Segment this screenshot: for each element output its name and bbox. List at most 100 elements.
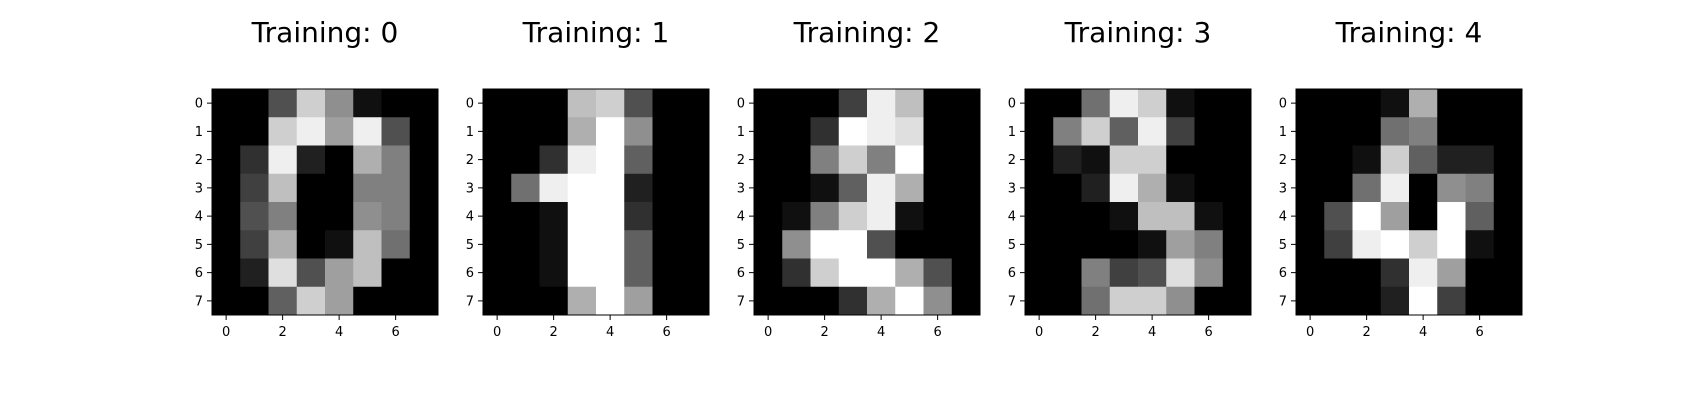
pixel-cell [1296,173,1325,203]
pixel-cell [1409,258,1438,288]
pixel-cell [1081,145,1111,175]
pixel-cell [1222,202,1252,231]
pixel-cell [1194,117,1224,146]
pixel-cell [511,202,540,231]
x-tick-label: 0 [1035,325,1043,340]
pixel-cell [867,89,896,118]
pixel-cell [240,89,269,118]
pixel-cell [1409,286,1438,316]
pixel-cell [951,230,981,259]
pixel-cell [353,145,382,175]
pixel-cell [923,89,953,118]
x-tick-label: 0 [493,325,501,340]
pixel-cell [923,117,953,146]
y-tick-label: 5 [1008,238,1016,253]
pixel-cell [1324,202,1353,231]
digit-panel-0: Training: 0 0 2 4 6 0 1 2 3 4 5 6 7 [195,16,439,340]
y-tick-label: 2 [466,153,474,168]
pixel-cell [838,230,868,259]
y-tick-label: 7 [1008,294,1016,309]
x-tick-label: 4 [1419,325,1427,340]
pixel-cell [1138,117,1167,146]
pixel-cell [1296,202,1325,231]
pixel-cell [1053,117,1082,146]
pixel-cell [838,89,868,118]
y-tick-label: 6 [1279,266,1287,281]
pixel-cell [212,117,241,146]
y-tick-label: 2 [195,153,203,168]
pixel-cell [1081,89,1111,118]
pixel-cell [596,258,625,288]
pixel-cell [838,117,868,146]
pixel-cell [1222,230,1252,259]
pixel-cell [296,89,326,118]
y-tick-label: 2 [737,153,745,168]
y-tick-label: 6 [1008,266,1016,281]
pixel-cell [1437,202,1466,231]
pixel-cell [1352,230,1382,259]
pixel-cell [1138,230,1167,259]
pixel-cell [1081,117,1111,146]
y-tick-label: 7 [1279,294,1287,309]
pixel-cell [240,230,269,259]
pixel-cell [212,286,241,316]
pixel-cell [1025,89,1054,118]
pixel-cell [680,202,710,231]
pixel-cell [1053,89,1082,118]
x-tick-label: 4 [1148,325,1156,340]
y-tick-label: 4 [1008,210,1016,225]
pixel-cell [1194,173,1224,203]
pixel-cell [652,258,682,288]
pixel-cell [1109,89,1139,118]
pixel-cell [268,230,298,259]
pixel-cell [1324,230,1353,259]
pixel-cell [1493,145,1523,175]
pixel-cell [867,258,896,288]
pixel-cell [680,145,710,175]
pixel-cell [483,173,512,203]
y-tick-label: 0 [1279,97,1287,112]
pixel-cell [1324,286,1353,316]
pixel-cell [381,145,411,175]
panel-title: Training: 1 [522,16,670,49]
pixel-cell [1380,173,1410,203]
pixel-cell [1352,258,1382,288]
y-tick-label: 7 [466,294,474,309]
y-tick-label: 5 [1279,238,1287,253]
pixel-cell [1138,286,1167,316]
pixel-cell [409,145,439,175]
pixel-cell [1324,117,1353,146]
y-tick-label: 5 [195,238,203,253]
pixel-cell [1380,117,1410,146]
pixel-cell [1109,286,1139,316]
pixel-cell [409,258,439,288]
pixel-cell [1166,145,1195,175]
pixel-cell [1437,258,1466,288]
pixel-cell [782,89,811,118]
pixel-cell [1465,173,1495,203]
pixel-cell [754,202,783,231]
pixel-cell [325,117,354,146]
pixel-cell [1138,258,1167,288]
y-tick-label: 2 [1008,153,1016,168]
pixel-cell [1352,202,1382,231]
pixel-cell [1380,89,1410,118]
pixel-cell [810,145,840,175]
pixel-cell [1138,202,1167,231]
pixel-cell [240,145,269,175]
pixel-cell [1296,258,1325,288]
y-tick-label: 1 [1279,125,1287,140]
pixel-cell [754,286,783,316]
pixel-cell [624,258,653,288]
pixel-cell [539,173,569,203]
pixel-cell [353,258,382,288]
pixel-cell [810,230,840,259]
pixel-cell [567,202,597,231]
pixel-cell [567,173,597,203]
pixel-cell [1380,230,1410,259]
pixel-cell [1465,202,1495,231]
x-tick-label: 0 [222,325,230,340]
pixel-cell [1437,173,1466,203]
pixel-cell [810,117,840,146]
pixel-cell [1352,89,1382,118]
